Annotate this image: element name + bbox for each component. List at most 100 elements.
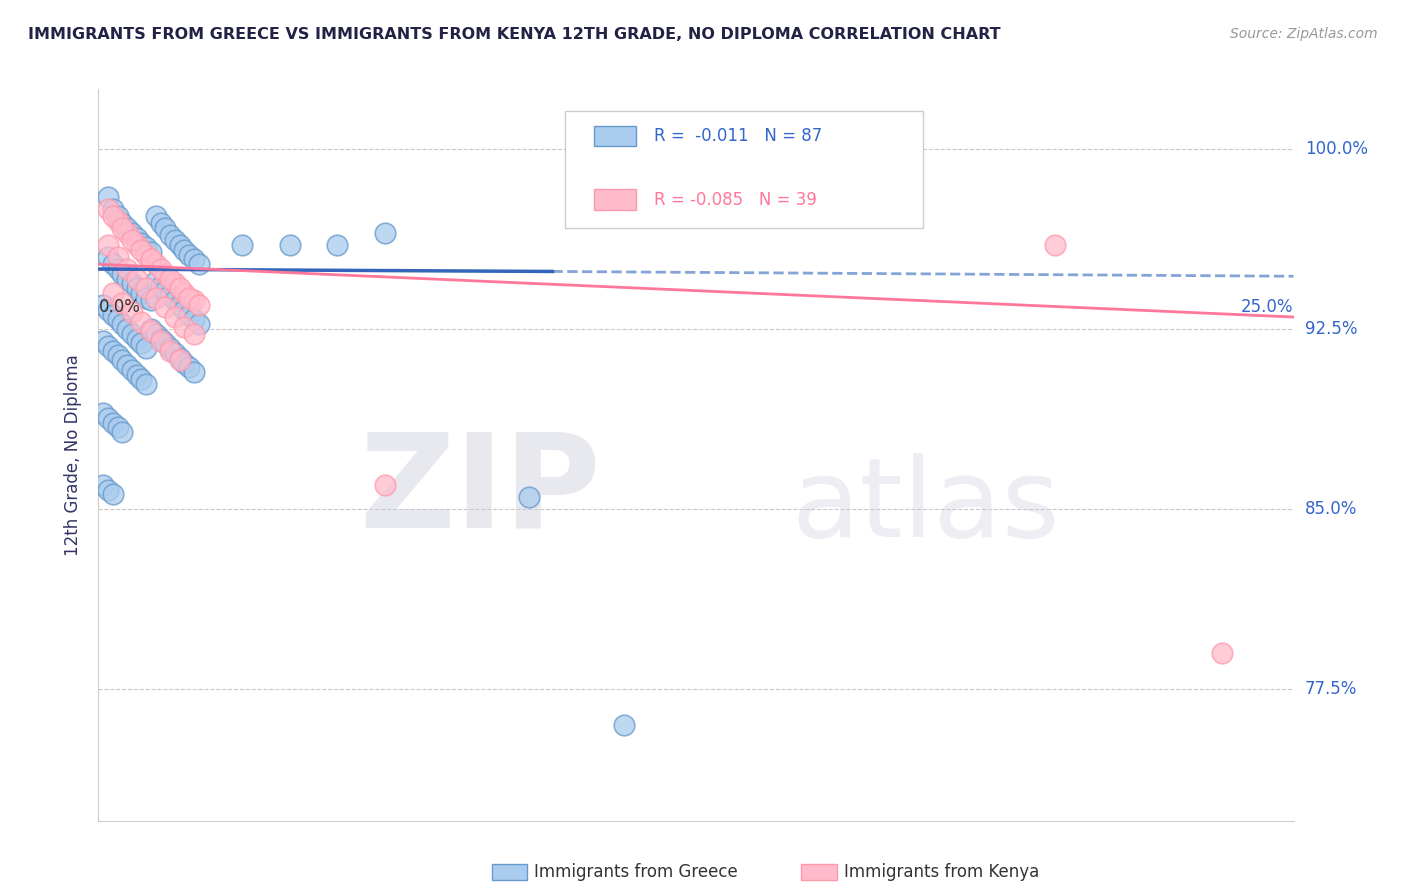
Point bbox=[1043, 238, 1066, 252]
Point bbox=[125, 368, 148, 382]
Point bbox=[97, 483, 120, 497]
Point bbox=[183, 312, 205, 326]
Point bbox=[125, 231, 148, 245]
Point bbox=[131, 315, 153, 329]
Point bbox=[107, 348, 129, 362]
Point bbox=[135, 377, 157, 392]
Point bbox=[125, 281, 148, 295]
Point bbox=[125, 332, 148, 346]
Point bbox=[131, 243, 153, 257]
Point bbox=[149, 217, 172, 231]
Point bbox=[121, 233, 143, 247]
Point bbox=[115, 322, 138, 336]
Point bbox=[115, 226, 138, 240]
Y-axis label: 12th Grade, No Diploma: 12th Grade, No Diploma bbox=[65, 354, 83, 556]
Point bbox=[97, 302, 120, 317]
Point bbox=[145, 274, 167, 288]
Point bbox=[115, 358, 138, 372]
Point bbox=[111, 295, 134, 310]
Point bbox=[107, 262, 129, 277]
Point bbox=[183, 293, 205, 308]
Text: Immigrants from Kenya: Immigrants from Kenya bbox=[844, 863, 1039, 881]
Text: 0.0%: 0.0% bbox=[98, 298, 141, 316]
Point bbox=[139, 245, 162, 260]
Point bbox=[131, 235, 153, 250]
Point bbox=[179, 360, 201, 375]
Point bbox=[169, 238, 191, 252]
Point bbox=[169, 281, 191, 295]
Text: R = -0.085   N = 39: R = -0.085 N = 39 bbox=[654, 191, 817, 209]
Point bbox=[159, 288, 181, 302]
Point bbox=[97, 202, 120, 216]
Point bbox=[173, 243, 195, 257]
Point bbox=[101, 257, 124, 271]
Point bbox=[163, 346, 186, 360]
Point bbox=[145, 257, 167, 271]
Point bbox=[139, 322, 162, 336]
Point bbox=[115, 221, 138, 235]
Point bbox=[107, 420, 129, 434]
Point bbox=[183, 365, 205, 379]
Point bbox=[131, 336, 153, 351]
Point bbox=[278, 238, 301, 252]
Point bbox=[131, 286, 153, 301]
Point bbox=[135, 341, 157, 355]
Point bbox=[107, 250, 129, 264]
Point bbox=[115, 262, 138, 277]
Point bbox=[91, 334, 114, 348]
Point bbox=[173, 319, 195, 334]
Point bbox=[155, 336, 177, 351]
Point bbox=[163, 310, 186, 324]
Point bbox=[326, 238, 349, 252]
Point bbox=[111, 221, 134, 235]
Point bbox=[135, 248, 157, 262]
Text: Immigrants from Greece: Immigrants from Greece bbox=[534, 863, 738, 881]
Point bbox=[135, 240, 157, 254]
Point bbox=[139, 252, 162, 267]
Point bbox=[101, 308, 124, 322]
Point bbox=[155, 267, 177, 281]
Point bbox=[101, 416, 124, 430]
Point bbox=[159, 228, 181, 243]
Text: 77.5%: 77.5% bbox=[1305, 680, 1357, 698]
FancyBboxPatch shape bbox=[595, 189, 637, 210]
Point bbox=[111, 217, 134, 231]
Point bbox=[231, 238, 253, 252]
Point bbox=[613, 717, 636, 731]
Point bbox=[91, 406, 114, 420]
Point bbox=[159, 271, 181, 285]
Point bbox=[97, 250, 120, 264]
Point bbox=[149, 262, 172, 277]
Point bbox=[155, 221, 177, 235]
Point bbox=[121, 226, 143, 240]
Text: R =  -0.011   N = 87: R = -0.011 N = 87 bbox=[654, 127, 823, 145]
Point bbox=[374, 226, 396, 240]
Point bbox=[121, 305, 143, 319]
Point bbox=[183, 252, 205, 267]
Point bbox=[145, 209, 167, 223]
Text: 25.0%: 25.0% bbox=[1241, 298, 1294, 316]
Point bbox=[139, 325, 162, 339]
Point bbox=[107, 214, 129, 228]
Point bbox=[121, 326, 143, 341]
Point bbox=[91, 298, 114, 312]
Point bbox=[145, 291, 167, 305]
Point bbox=[179, 291, 201, 305]
Point bbox=[163, 293, 186, 308]
Point bbox=[101, 209, 124, 223]
Point bbox=[187, 257, 209, 271]
Point bbox=[155, 301, 177, 315]
Point bbox=[97, 410, 120, 425]
Text: 92.5%: 92.5% bbox=[1305, 320, 1357, 338]
Point bbox=[97, 339, 120, 353]
Point bbox=[111, 353, 134, 368]
Point bbox=[97, 238, 120, 252]
Point bbox=[169, 351, 191, 365]
Text: ZIP: ZIP bbox=[359, 428, 600, 555]
Point bbox=[101, 202, 124, 216]
Point bbox=[107, 209, 129, 223]
Point bbox=[149, 332, 172, 346]
Point bbox=[149, 334, 172, 348]
Point bbox=[125, 238, 148, 252]
Point bbox=[135, 281, 157, 295]
